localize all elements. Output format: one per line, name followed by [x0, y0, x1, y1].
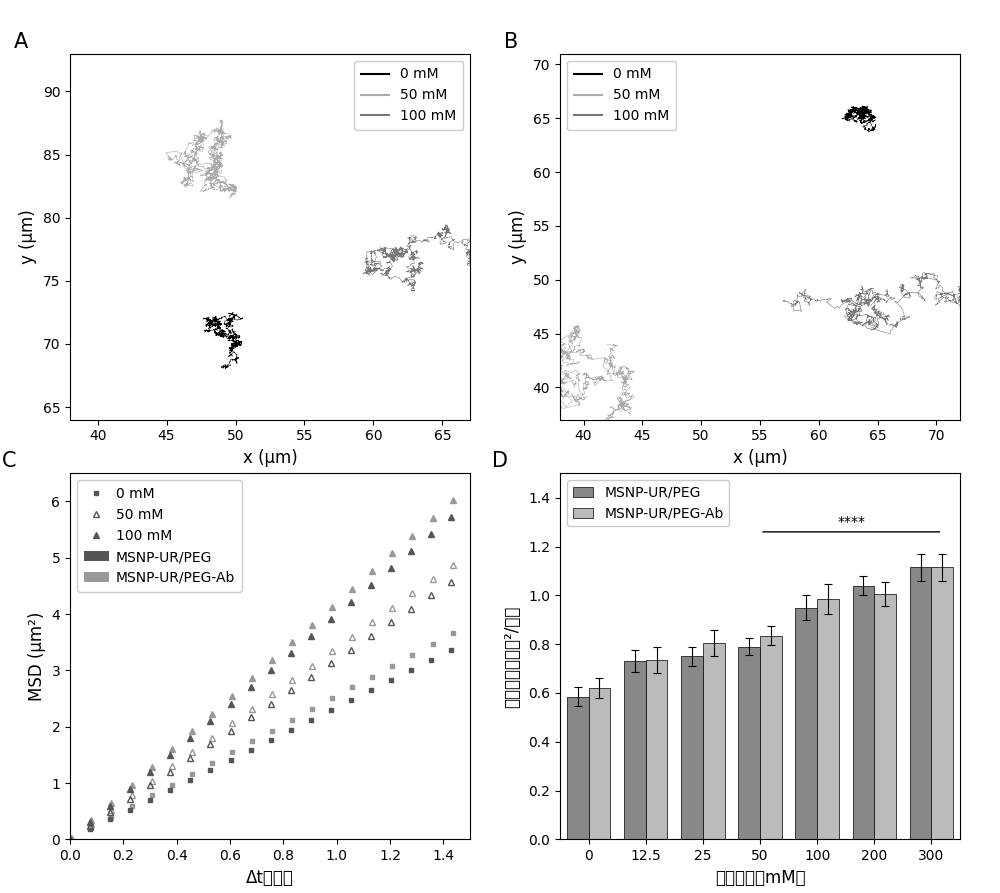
Bar: [910, 567, 931, 839]
Legend: MSNP-UR/PEG, MSNP-UR/PEG-Ab: MSNP-UR/PEG, MSNP-UR/PEG-Ab: [567, 480, 729, 526]
Y-axis label: y (μm): y (μm): [509, 209, 527, 264]
Text: D: D: [492, 451, 508, 472]
Legend: 0 mM, 50 mM, 100 mM: 0 mM, 50 mM, 100 mM: [354, 61, 463, 130]
Bar: [874, 594, 896, 839]
Text: B: B: [504, 31, 518, 52]
Bar: [589, 689, 610, 839]
Bar: [817, 599, 839, 839]
Y-axis label: y (μm): y (μm): [19, 209, 37, 264]
Bar: [931, 567, 953, 839]
Bar: [703, 643, 725, 839]
X-axis label: 尿素浓度（mM）: 尿素浓度（mM）: [715, 869, 805, 887]
Bar: [738, 647, 760, 839]
Bar: [567, 697, 589, 839]
Y-axis label: 扩散系数（微米²/秒）: 扩散系数（微米²/秒）: [503, 605, 521, 707]
Legend: 0 mM, 50 mM, 100 mM: 0 mM, 50 mM, 100 mM: [567, 61, 676, 130]
Bar: [646, 660, 667, 839]
Bar: [795, 607, 817, 839]
Bar: [681, 656, 703, 839]
Y-axis label: MSD (μm²): MSD (μm²): [28, 612, 46, 701]
Bar: [624, 661, 646, 839]
Bar: [853, 586, 874, 839]
Bar: [760, 636, 782, 839]
Text: C: C: [2, 451, 16, 472]
X-axis label: Δt（秒）: Δt（秒）: [246, 869, 294, 887]
X-axis label: x (μm): x (μm): [243, 449, 297, 467]
Text: A: A: [14, 31, 28, 52]
X-axis label: x (μm): x (μm): [733, 449, 787, 467]
Text: ****: ****: [837, 515, 865, 530]
Legend: 0 mM, 50 mM, 100 mM, MSNP-UR/PEG, MSNP-UR/PEG-Ab: 0 mM, 50 mM, 100 mM, MSNP-UR/PEG, MSNP-U…: [77, 480, 242, 592]
